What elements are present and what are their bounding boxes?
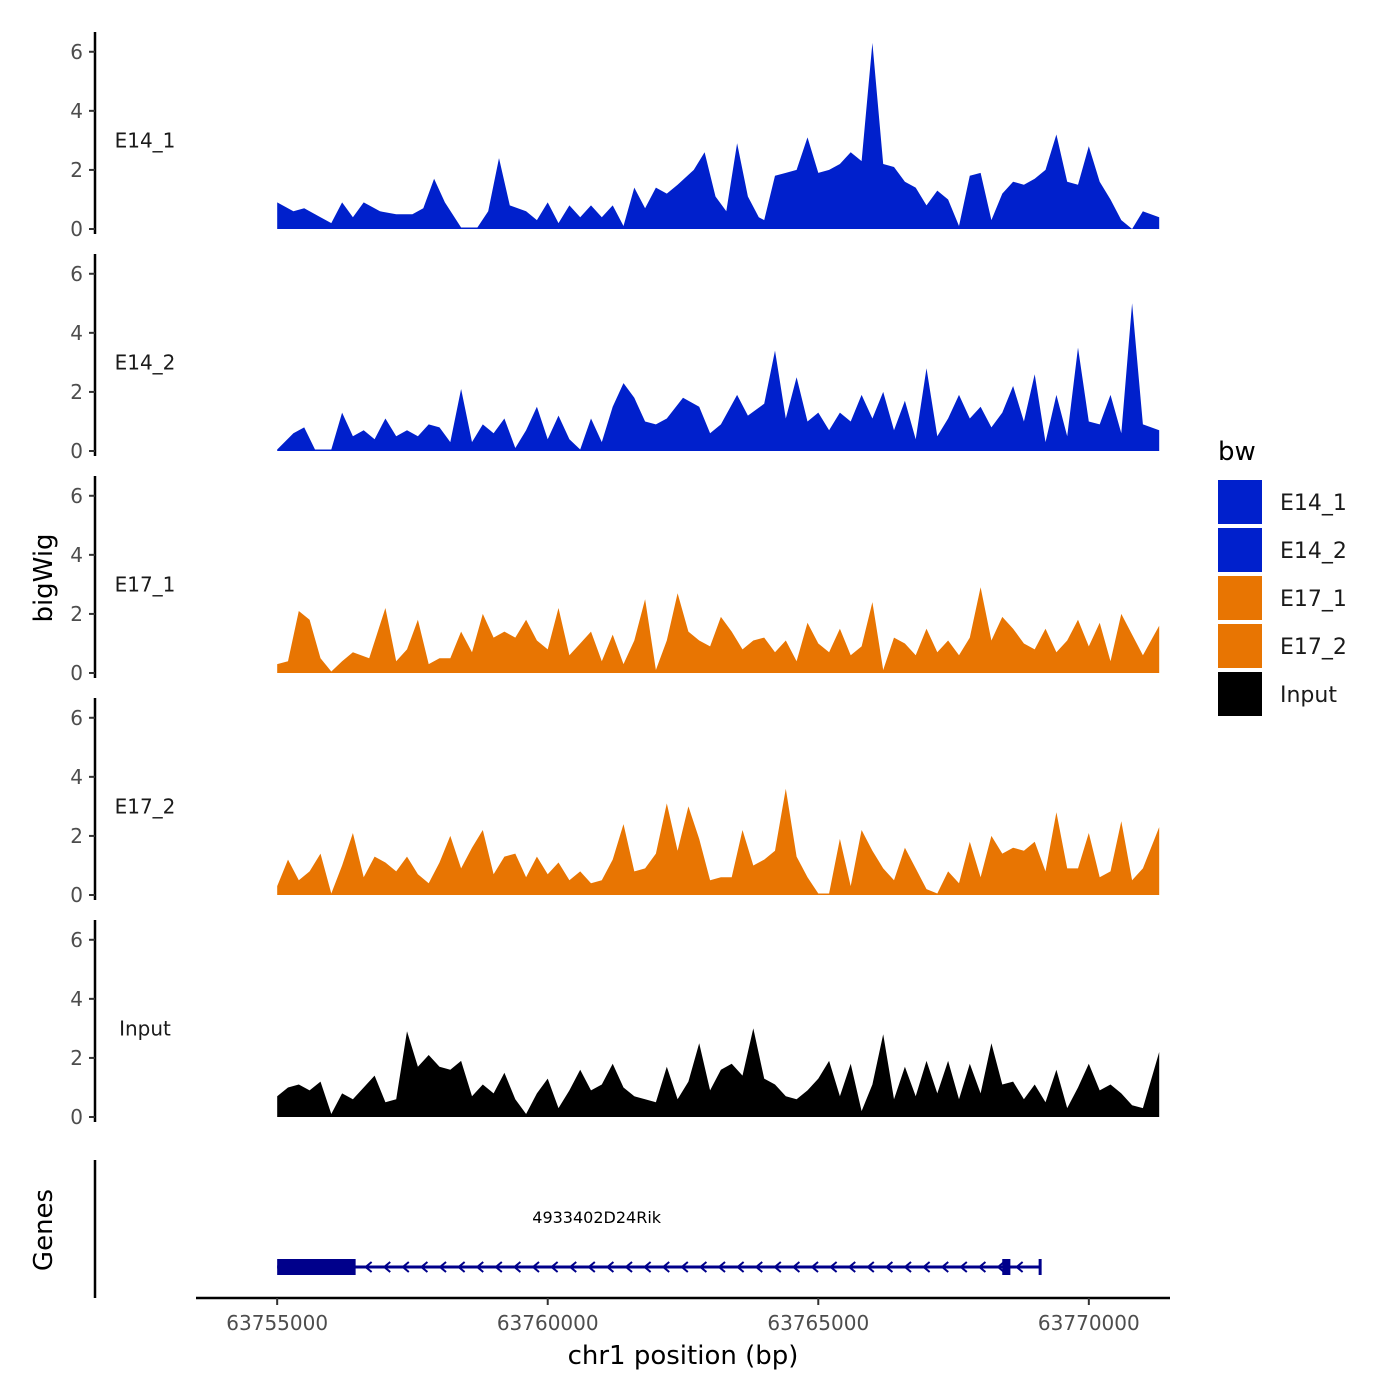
signal-area-E14_2 <box>277 303 1160 451</box>
y-tick-label: 0 <box>70 883 83 907</box>
track-label: E17_1 <box>115 572 176 596</box>
y-tick-label: 0 <box>70 661 83 685</box>
legend-label: E17_2 <box>1280 635 1347 660</box>
x-tick-label: 63765000 <box>767 1311 869 1335</box>
strand-arrow <box>364 1261 373 1273</box>
strand-arrow <box>717 1261 726 1273</box>
strand-arrow <box>810 1261 819 1273</box>
strand-arrow <box>791 1261 801 1273</box>
strand-arrow <box>550 1261 559 1273</box>
strand-arrow <box>940 1261 949 1273</box>
legend-label: Input <box>1280 683 1337 708</box>
strand-arrow <box>996 1261 1005 1273</box>
y-tick-label: 6 <box>70 40 83 64</box>
signal-tracks: 0 2 4 6 E14_1 0 2 4 6 E14_2 0 2 4 6 E17_1 0 2 4 6 E17_2 0 2 4 6… <box>70 32 1160 1129</box>
strand-arrow <box>494 1261 503 1273</box>
gene-name-label: 4933402D24Rik <box>532 1208 662 1227</box>
track-Input: 0 2 4 6 Input <box>70 920 1160 1129</box>
x-tick-label: 63755000 <box>226 1311 328 1335</box>
strand-arrow <box>922 1261 931 1273</box>
strand-arrow <box>401 1261 410 1273</box>
track-E17_2: 0 2 4 6 E17_2 <box>70 698 1160 907</box>
track-label: E17_2 <box>115 794 176 818</box>
strand-arrow <box>773 1261 782 1273</box>
y-tick-label: 6 <box>70 928 83 952</box>
legend-label: E14_2 <box>1280 539 1347 564</box>
y-axis-title: bigWig <box>29 533 59 622</box>
strand-arrow <box>884 1261 894 1273</box>
legend-label: E14_1 <box>1280 491 1347 516</box>
strand-arrow <box>661 1261 670 1273</box>
strand-arrow <box>605 1261 615 1273</box>
strand-arrow <box>1015 1261 1024 1273</box>
strand-arrow <box>866 1261 875 1273</box>
strand-arrow <box>959 1261 968 1273</box>
y-tick-label: 2 <box>70 602 83 626</box>
strand-arrow <box>847 1261 856 1273</box>
y-tick-label: 2 <box>70 158 83 182</box>
y-tick-label: 6 <box>70 262 83 286</box>
strand-arrow <box>475 1261 484 1273</box>
strand-arrow <box>736 1261 745 1273</box>
strand-arrow <box>624 1261 633 1273</box>
x-axis: 63755000 63760000 63765000 63770000 <box>196 1296 1170 1335</box>
y-tick-label: 4 <box>70 321 83 345</box>
signal-area-Input <box>277 1028 1160 1117</box>
y-tick-label: 6 <box>70 484 83 508</box>
legend-swatch-E14_2 <box>1218 528 1262 572</box>
track-E14_2: 0 2 4 6 E14_2 <box>70 254 1160 463</box>
legend-title: bw <box>1218 437 1256 467</box>
y-tick-label: 2 <box>70 380 83 404</box>
y-tick-label: 0 <box>70 439 83 463</box>
y-tick-label: 0 <box>70 217 83 241</box>
legend: bw E14_1 E14_2 E17_1 E17_2 Input <box>1218 437 1347 716</box>
strand-arrow <box>680 1261 689 1273</box>
genes-axis-title: Genes <box>29 1189 59 1271</box>
track-E14_1: 0 2 4 6 E14_1 <box>70 32 1160 241</box>
track-label: Input <box>119 1016 171 1040</box>
signal-area-E14_1 <box>277 42 1160 230</box>
signal-area-E17_2 <box>277 788 1160 895</box>
track-E17_1: 0 2 4 6 E17_1 <box>70 476 1160 685</box>
gene-panel: 4933402D24Rik <box>93 1160 1042 1298</box>
strand-arrow <box>829 1261 838 1273</box>
legend-swatch-E17_1 <box>1218 576 1262 620</box>
gene-exon <box>277 1259 356 1275</box>
legend-swatch-Input <box>1218 672 1262 716</box>
y-tick-label: 4 <box>70 543 83 567</box>
legend-swatch-E17_2 <box>1218 624 1262 668</box>
legend-swatch-E14_1 <box>1218 480 1262 524</box>
strand-arrow <box>903 1261 912 1273</box>
strand-arrow <box>438 1261 447 1273</box>
y-tick-label: 6 <box>70 706 83 730</box>
strand-arrow <box>568 1261 577 1273</box>
track-label: E14_1 <box>115 128 176 152</box>
y-tick-label: 2 <box>70 824 83 848</box>
strand-arrow <box>531 1261 540 1273</box>
track-label: E14_2 <box>115 350 176 374</box>
x-tick-label: 63760000 <box>497 1311 599 1335</box>
y-tick-label: 4 <box>70 99 83 123</box>
strand-arrow <box>754 1261 763 1273</box>
strand-arrow <box>977 1261 987 1273</box>
x-tick-label: 63770000 <box>1038 1311 1140 1335</box>
strand-arrow <box>698 1261 708 1273</box>
gene-exon <box>1002 1259 1011 1275</box>
y-tick-label: 4 <box>70 765 83 789</box>
strand-arrow <box>382 1261 391 1273</box>
legend-label: E17_1 <box>1280 587 1347 612</box>
y-tick-label: 0 <box>70 1105 83 1129</box>
y-tick-label: 2 <box>70 1046 83 1070</box>
y-tick-label: 4 <box>70 987 83 1011</box>
x-axis-title: chr1 position (bp) <box>568 1341 799 1371</box>
signal-area-E17_1 <box>277 587 1160 673</box>
strand-arrow <box>587 1261 596 1273</box>
strand-arrow <box>643 1261 652 1273</box>
strand-arrow <box>512 1261 522 1273</box>
strand-arrow <box>457 1261 466 1273</box>
strand-arrow <box>419 1261 429 1273</box>
